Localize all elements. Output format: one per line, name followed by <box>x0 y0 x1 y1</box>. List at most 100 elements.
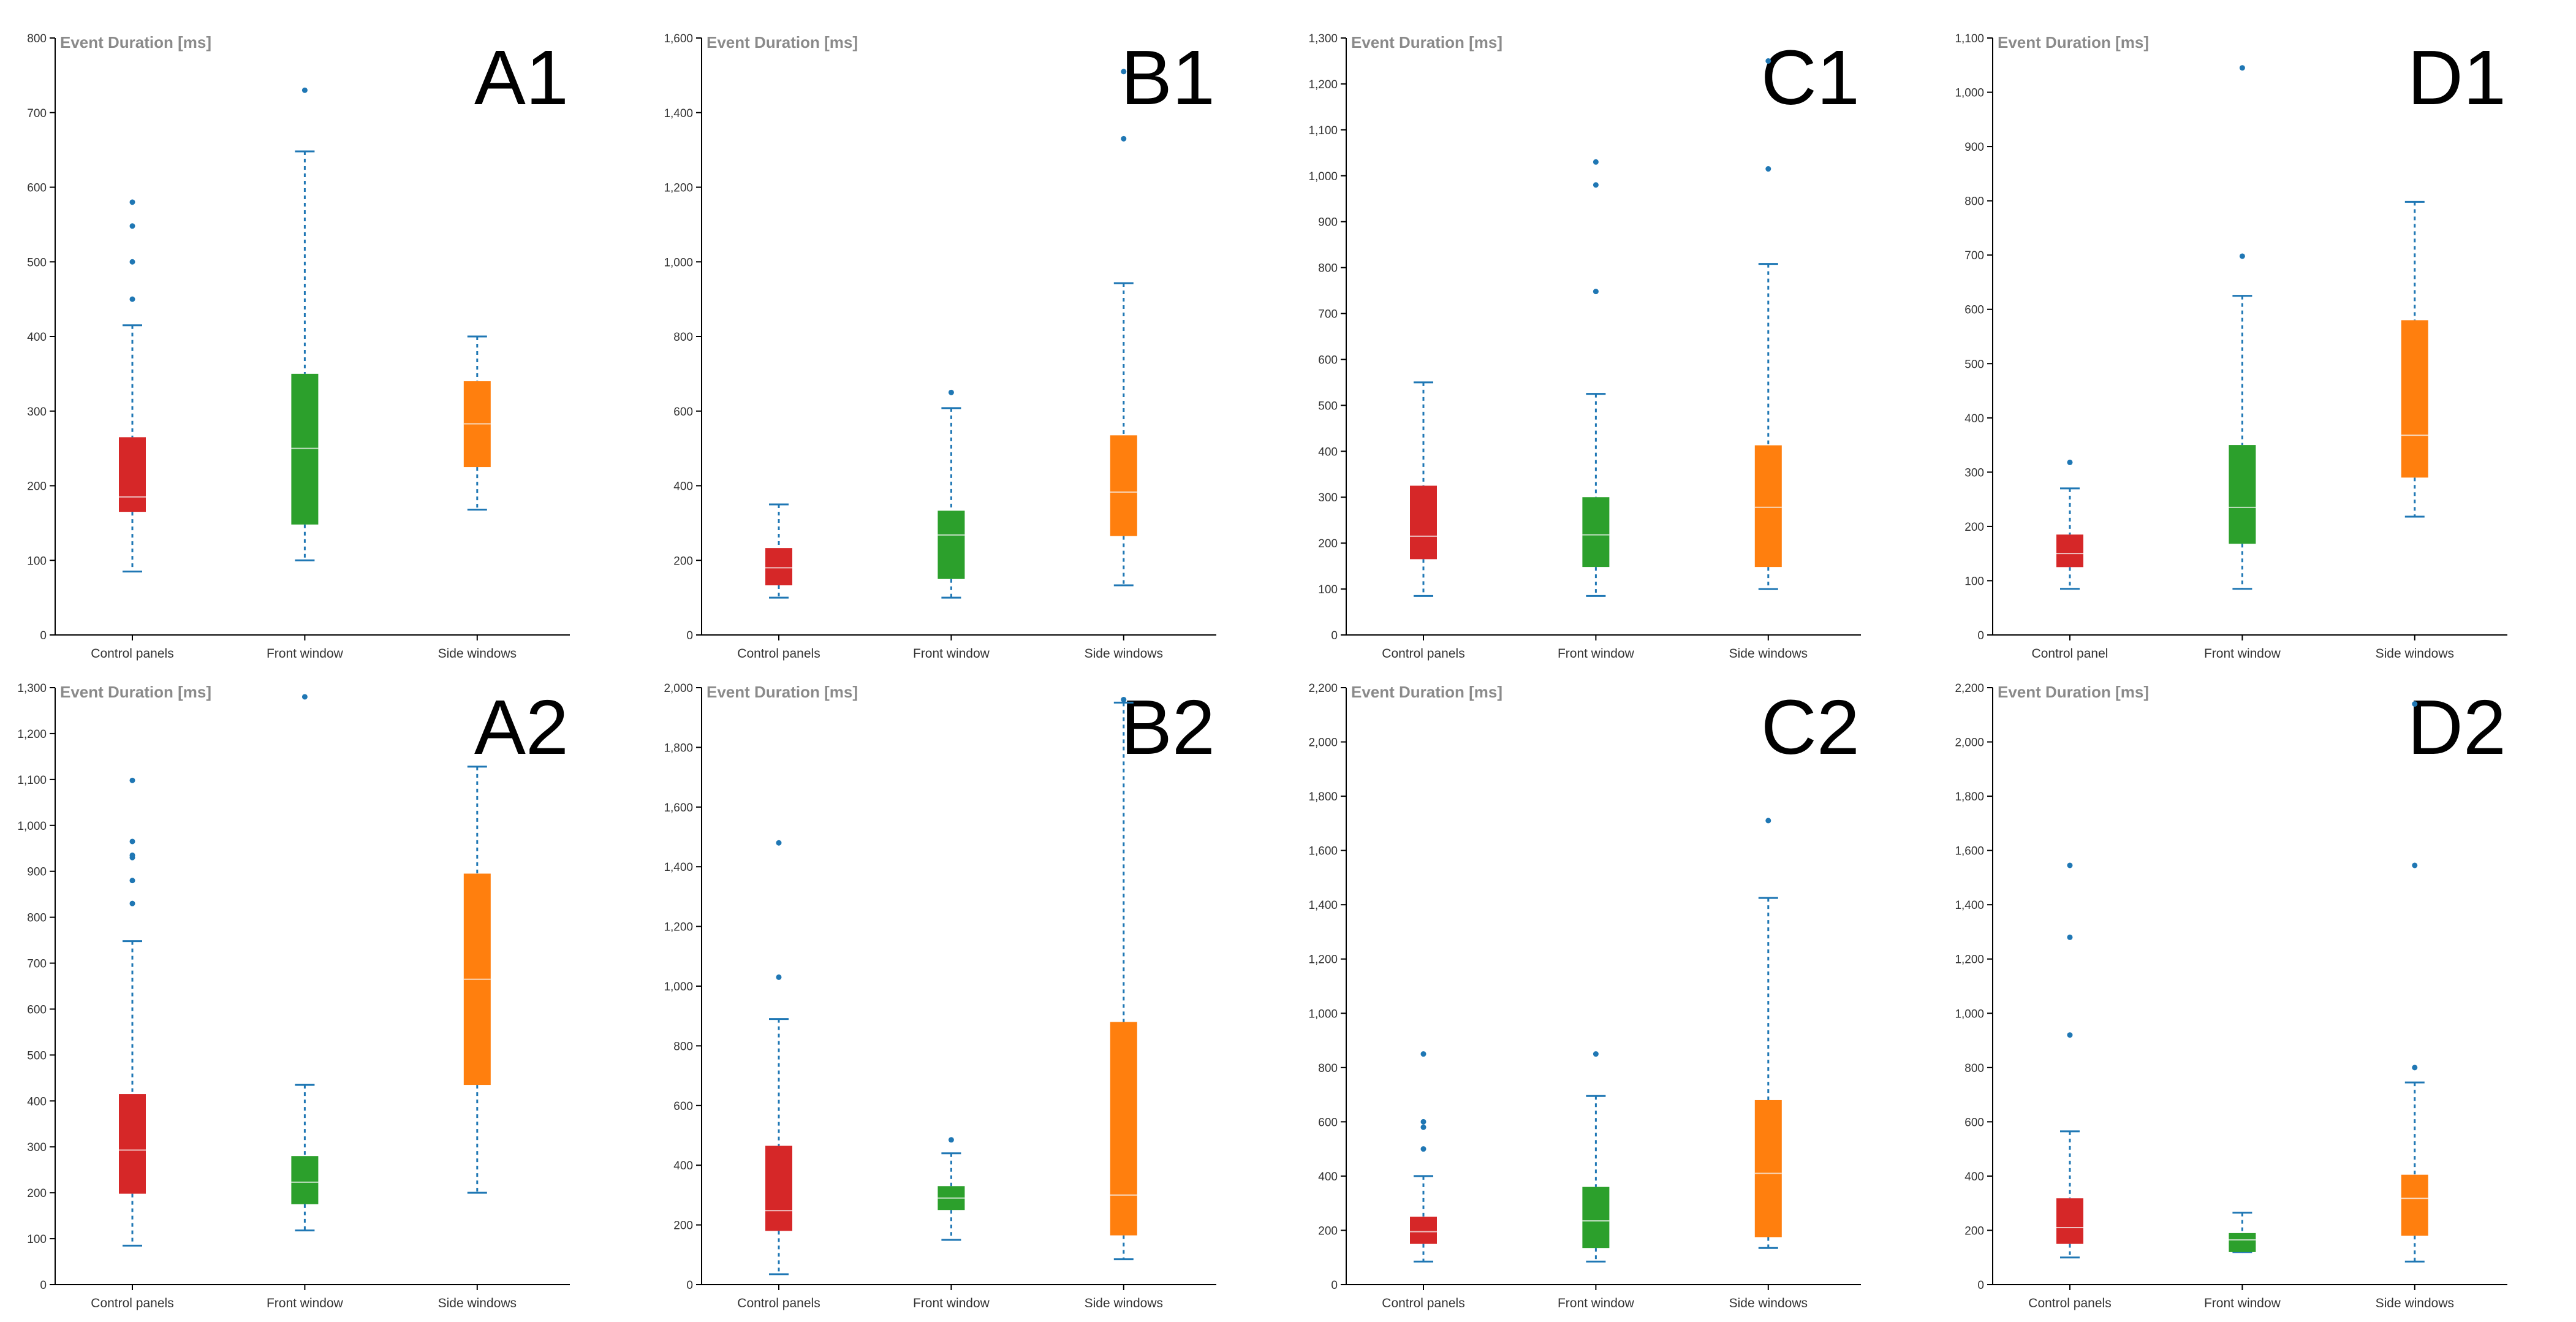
y-tick-label: 800 <box>1318 262 1338 275</box>
outlier-point <box>776 840 782 846</box>
y-axis-title: Event Duration [ms] <box>707 33 858 51</box>
y-tick-label: 400 <box>673 481 693 493</box>
y-tick-label: 1,800 <box>664 742 693 754</box>
box-control: Control panels <box>1382 381 1465 661</box>
x-tick-label: Front window <box>2204 1296 2281 1310</box>
box-control: Control panel <box>2032 459 2108 661</box>
outlier-point <box>1593 289 1599 295</box>
x-tick-label: Side windows <box>438 1296 517 1310</box>
iqr-box <box>2056 1198 2083 1244</box>
outlier-point <box>129 900 135 906</box>
y-tick-label: 1,400 <box>664 107 693 120</box>
outlier-point <box>1593 1051 1599 1057</box>
box-control: Control panels <box>91 199 174 661</box>
panel-label: C1 <box>1761 34 1860 121</box>
box-control: Control panels <box>737 840 820 1310</box>
box-front: Front window <box>267 87 344 661</box>
y-tick-label: 100 <box>1318 583 1338 596</box>
y-axis-title: Event Duration [ms] <box>1998 683 2149 701</box>
y-tick-label: 1,000 <box>664 981 693 993</box>
y-tick-label: 800 <box>1318 1062 1338 1075</box>
y-tick-label: 2,000 <box>1308 737 1338 750</box>
y-tick-label: 900 <box>1964 141 1984 154</box>
y-tick-label: 1,100 <box>1955 32 1984 45</box>
outlier-point <box>301 87 308 93</box>
y-tick-label: 1,000 <box>17 820 47 833</box>
box-front: Front window <box>1558 159 1635 661</box>
outlier-point <box>2239 253 2245 259</box>
y-tick-label: 1,000 <box>1955 1008 1984 1020</box>
iqr-box <box>1410 485 1437 560</box>
outlier-point <box>1420 1124 1426 1130</box>
y-tick-label: 300 <box>27 1141 47 1154</box>
y-tick-label: 1,200 <box>1955 954 1984 967</box>
chart-b1: 0 200 400 600 800 1,000 1,200 1,400 1,600 Event D… <box>664 32 1216 661</box>
y-tick-label: 1,200 <box>1308 954 1338 967</box>
y-tick-label: 800 <box>27 912 47 925</box>
y-tick-label: 1,100 <box>17 774 47 787</box>
box-control: Control panels <box>91 777 174 1310</box>
y-tick-label: 200 <box>673 1220 693 1233</box>
x-tick-label: Front window <box>267 1296 344 1310</box>
y-axis-title: Event Duration [ms] <box>1998 33 2149 51</box>
chart-c2: 0 200 400 600 800 1,000 1,200 1,400 1,600 1,800 2,… <box>1308 682 1861 1310</box>
box-front: Front window <box>2204 65 2281 661</box>
outlier-point <box>301 694 308 700</box>
y-tick-label: 0 <box>40 629 47 642</box>
x-tick-label: Control panels <box>1382 1296 1464 1310</box>
y-tick-label: 600 <box>27 182 47 195</box>
outlier-point <box>2067 1032 2073 1038</box>
x-tick-label: Control panels <box>91 647 173 661</box>
box-side: Side windows <box>2376 701 2454 1310</box>
outlier-point <box>1121 696 1127 702</box>
x-tick-label: Side windows <box>2376 1296 2454 1310</box>
outlier-point <box>129 259 135 265</box>
box-side: Side windows <box>438 335 517 661</box>
panel-label: A1 <box>474 34 569 121</box>
iqr-box <box>2229 445 2256 544</box>
y-tick-label: 100 <box>27 555 47 568</box>
y-tick-label: 1,400 <box>664 861 693 874</box>
outlier-point <box>1121 69 1127 75</box>
y-tick-label: 200 <box>673 555 693 568</box>
y-tick-label: 0 <box>1331 1279 1338 1292</box>
y-tick-label: 400 <box>1318 1171 1338 1183</box>
outlier-point <box>2412 701 2418 707</box>
y-tick-label: 2,200 <box>1308 682 1338 695</box>
y-axis-title: Event Duration [ms] <box>60 683 211 701</box>
outlier-point <box>129 296 135 302</box>
outlier-point <box>2412 1065 2418 1071</box>
chart-a2: 0 100 200 300 400 500 600 700 800 900 1,000 1,100 1,… <box>17 682 570 1310</box>
box-side: Side windows <box>2376 200 2454 661</box>
y-tick-label: 1,600 <box>664 802 693 815</box>
x-tick-label: Control panels <box>1382 647 1464 661</box>
y-tick-label: 400 <box>1964 1171 1984 1183</box>
x-tick-label: Front window <box>267 647 344 661</box>
iqr-box <box>1582 497 1610 568</box>
y-tick-label: 0 <box>1331 629 1338 642</box>
y-tick-label: 100 <box>27 1233 47 1246</box>
y-tick-label: 0 <box>686 629 693 642</box>
y-tick-label: 600 <box>673 1100 693 1113</box>
outlier-point <box>2239 65 2245 71</box>
y-tick-label: 500 <box>1318 400 1338 412</box>
y-tick-label: 300 <box>1318 492 1338 504</box>
box-control: Control panels <box>737 503 820 661</box>
y-axis-title: Event Duration [ms] <box>707 683 858 701</box>
x-tick-label: Side windows <box>2376 647 2454 661</box>
y-tick-label: 800 <box>673 331 693 344</box>
outlier-point <box>129 199 135 205</box>
y-tick-label: 1,000 <box>1308 170 1338 183</box>
outlier-point <box>948 389 954 395</box>
x-tick-label: Side windows <box>1729 1296 1808 1310</box>
iqr-box <box>119 1094 146 1194</box>
outlier-point <box>2067 862 2073 868</box>
y-tick-label: 700 <box>1318 308 1338 321</box>
x-tick-label: Front window <box>913 647 990 661</box>
y-tick-label: 700 <box>27 107 47 120</box>
x-tick-label: Front window <box>913 1296 990 1310</box>
outlier-point <box>1765 58 1771 64</box>
outlier-point <box>1420 1051 1426 1057</box>
y-tick-label: 1,600 <box>1955 845 1984 858</box>
